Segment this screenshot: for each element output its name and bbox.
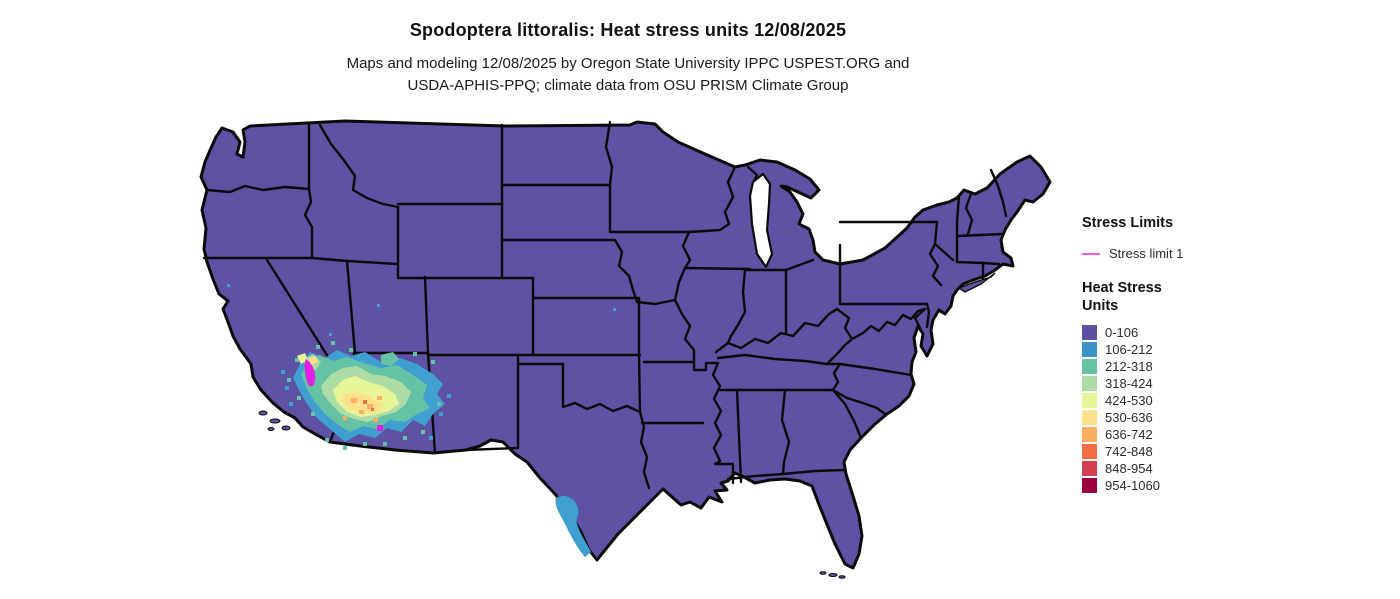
border-wv-va xyxy=(850,307,927,341)
heat-stress-class-label: 530-636 xyxy=(1105,410,1153,425)
heat-stress-title-line1: Heat Stress xyxy=(1082,280,1162,296)
border-ut-co xyxy=(423,275,430,355)
border-mississippi-upper xyxy=(673,298,696,364)
heat-stress-class-row: 954-1060 xyxy=(1082,477,1242,494)
border-fl-north xyxy=(726,468,846,481)
heat-stress-class-row: 636-742 xyxy=(1082,426,1242,443)
border-md-va-potomac xyxy=(913,307,927,330)
heat-stress-swatch xyxy=(1082,444,1097,459)
border-ia-mo xyxy=(635,298,677,306)
stress-limit-line-swatch xyxy=(1082,252,1100,255)
border-mt-id xyxy=(318,123,400,209)
heat-stress-class-row: 318-424 xyxy=(1082,375,1242,392)
border-tn-nc xyxy=(831,362,842,392)
heat-stress-class-row: 530-636 xyxy=(1082,409,1242,426)
stress-limit-label: Stress limit 1 xyxy=(1109,246,1184,261)
us-land xyxy=(199,119,1052,570)
border-de-md xyxy=(925,302,931,329)
heat-stress-class-label: 212-318 xyxy=(1105,359,1153,374)
state-borders xyxy=(202,120,1008,490)
border-vt-nh xyxy=(964,192,974,236)
border-nv-ut xyxy=(345,259,357,355)
us-heat-stress-map xyxy=(185,112,1075,594)
heat-stress-class-label: 424-530 xyxy=(1105,393,1153,408)
heat-stress-class-label: 318-424 xyxy=(1105,376,1153,391)
heat-stress-swatch xyxy=(1082,359,1097,374)
map-legend: Stress Limits Stress limit 1 Heat Stress… xyxy=(1082,214,1242,494)
map-svg xyxy=(199,119,1052,579)
hotspot-texas-blue xyxy=(555,496,591,557)
stress-limit-line xyxy=(304,359,383,431)
heat-stress-class-row: 212-318 xyxy=(1082,358,1242,375)
border-or-ca-nv xyxy=(202,256,399,266)
border-mn-wi xyxy=(687,165,737,234)
stress-limits-title: Stress Limits xyxy=(1082,215,1174,231)
heat-stress-class-row: 424-530 xyxy=(1082,392,1242,409)
heat-stress-title-line2: Units xyxy=(1082,298,1119,314)
border-ar-ms-river xyxy=(711,361,735,485)
border-ky-va xyxy=(825,337,854,366)
map-header: Spodoptera littoralis: Heat stress units… xyxy=(0,0,1256,97)
border-tx-la-sabine xyxy=(638,410,651,490)
border-nj-pa-delaware xyxy=(928,220,943,287)
border-ia-east-river xyxy=(673,230,692,302)
border-ky-wv xyxy=(835,307,854,341)
long-island xyxy=(957,272,996,293)
heat-stress-class-label: 742-848 xyxy=(1105,444,1153,459)
border-va-nc xyxy=(838,362,913,377)
border-tx-ok-red-river xyxy=(561,362,642,414)
border-mn-west xyxy=(604,120,614,234)
heat-stress-swatch xyxy=(1082,393,1097,408)
border-sd-ne-mo-river xyxy=(500,238,639,304)
border-ok-panhandle xyxy=(516,353,565,450)
border-al-ga xyxy=(780,388,791,476)
hotspot-southwest-orange xyxy=(343,396,382,422)
heat-stress-class-label: 106-212 xyxy=(1105,342,1153,357)
border-ny-east xyxy=(955,194,961,264)
border-nh-me xyxy=(989,168,1008,218)
heat-stress-class-row: 848-954 xyxy=(1082,460,1242,477)
heat-stress-swatch xyxy=(1082,376,1097,391)
heat-stress-swatch xyxy=(1082,410,1097,425)
heat-stress-classes: 0-106 106-212 212-318 318-424 424-530 530-636… xyxy=(1082,324,1242,494)
border-ohio-river xyxy=(714,307,839,354)
border-mo-ks-ok xyxy=(637,296,642,414)
hotspot-southwest-deep-orange xyxy=(363,400,374,411)
heat-stress-class-label: 848-954 xyxy=(1105,461,1153,476)
heat-stress-swatch xyxy=(1082,461,1097,476)
border-ma-north xyxy=(955,232,1005,238)
heat-stress-class-label: 954-1060 xyxy=(1105,478,1160,493)
subtitle-line-1: Maps and modeling 12/08/2025 by Oregon S… xyxy=(346,55,910,72)
border-nm-tx-south xyxy=(464,446,520,452)
border-ny-nj xyxy=(933,242,955,262)
stress-limit-items: Stress limit 1 xyxy=(1082,246,1242,261)
border-id-west xyxy=(303,123,314,260)
page-subtitle: Maps and modeling 12/08/2025 by Oregon S… xyxy=(0,53,1256,97)
stress-limit-item: Stress limit 1 xyxy=(1082,246,1242,261)
heat-stress-class-row: 0-106 xyxy=(1082,324,1242,341)
border-ky-tn xyxy=(716,353,842,366)
border-ms-al xyxy=(735,388,743,484)
heat-stress-swatch xyxy=(1082,478,1097,493)
subtitle-line-2: USDA-APHIS-PPQ; climate data from OSU PR… xyxy=(407,77,849,94)
border-wi-il xyxy=(683,266,752,271)
heat-stress-class-label: 636-742 xyxy=(1105,427,1153,442)
page-title: Spodoptera littoralis: Heat stress units… xyxy=(409,20,847,40)
heat-stress-swatch xyxy=(1082,325,1097,340)
border-wa-or xyxy=(205,184,311,194)
border-il-in xyxy=(726,268,747,345)
border-mo-ar xyxy=(642,360,720,372)
heat-stress-class-row: 106-212 xyxy=(1082,341,1242,358)
border-ga-sc xyxy=(831,388,863,440)
lake-michigan xyxy=(748,172,774,269)
heat-stress-title: Heat Stress Units xyxy=(1082,279,1242,315)
heat-stress-swatch xyxy=(1082,427,1097,442)
heat-stress-class-row: 742-848 xyxy=(1082,443,1242,460)
border-nc-sc xyxy=(831,388,887,416)
heat-stress-swatch xyxy=(1082,342,1097,357)
islands xyxy=(258,410,846,579)
heat-stress-class-label: 0-106 xyxy=(1105,325,1139,340)
